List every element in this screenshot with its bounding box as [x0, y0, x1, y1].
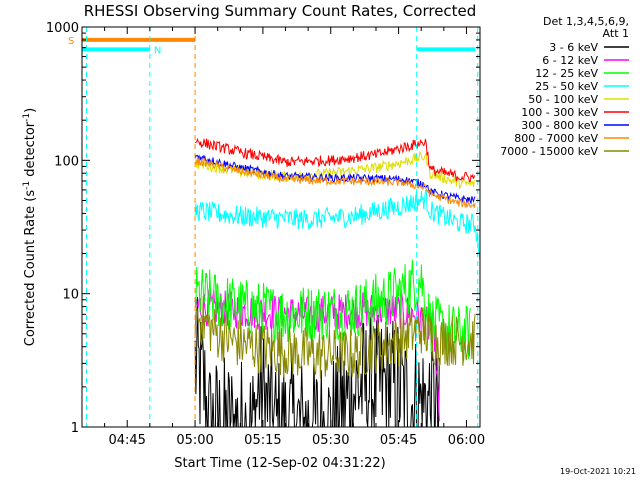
legend-label-0: 3 - 6 keV	[549, 41, 598, 54]
series-line-7	[194, 157, 476, 209]
plot-data	[194, 137, 481, 428]
y-tick-label: 10	[62, 288, 79, 303]
state-bar-label-0: S	[68, 36, 74, 47]
legend-label-1: 6 - 12 keV	[542, 54, 598, 67]
x-axis-ticks: 04:45 05:00 05:15 05:30 05:45 06:00	[81, 27, 485, 448]
legend-label-2: 12 - 25 keV	[535, 67, 598, 80]
chart-title: RHESSI Observing Summary Count Rates, Co…	[84, 2, 477, 20]
state-bar-label-1: N	[154, 45, 161, 56]
y-label-part3: )	[23, 108, 38, 113]
series-line-5	[194, 137, 476, 183]
series-line-2	[194, 259, 471, 361]
y-tick-label: 1	[71, 421, 79, 436]
y-label-sup2: -1	[22, 113, 32, 122]
timestamp: 19-Oct-2021 10:21	[560, 467, 636, 476]
series-line-1	[194, 289, 440, 422]
legend-label-5: 100 - 300 keV	[521, 106, 598, 119]
x-tick-label: 06:00	[448, 433, 485, 448]
legend-label-6: 300 - 800 keV	[521, 119, 598, 132]
y-label-part2: detector	[23, 121, 38, 181]
x-tick-label: 05:00	[176, 433, 213, 448]
plot-frame	[81, 26, 481, 428]
x-tick-label: 05:30	[312, 433, 349, 448]
x-tick-label: 05:45	[380, 433, 417, 448]
y-tick-label: 100	[54, 154, 79, 169]
y-tick-label: 1000	[46, 21, 79, 36]
x-axis-label: Start Time (12-Sep-02 04:31:22)	[174, 456, 385, 471]
series-line-0	[194, 296, 440, 428]
y-axis-ticks: 1 10 100 1000	[46, 21, 480, 436]
y-label-sup1: -1	[22, 181, 32, 190]
legend-label-8: 7000 - 15000 keV	[500, 145, 598, 158]
legend-label-3: 25 - 50 keV	[535, 80, 598, 93]
legend-header-1: Det 1,3,4,5,6,9,	[543, 15, 629, 28]
y-axis-label: Corrected Count Rate (s-1 detector-1)	[22, 108, 38, 346]
series-line-3	[194, 189, 481, 262]
series-line-8	[194, 296, 476, 379]
legend-label-7: 800 - 7000 keV	[514, 132, 598, 145]
legend-header-2: Att 1	[603, 27, 629, 40]
y-label-part1: Corrected Count Rate (s	[23, 190, 38, 347]
legend-label-4: 50 - 100 keV	[528, 93, 598, 106]
x-tick-label: 05:15	[244, 433, 281, 448]
overlays: SN	[68, 27, 479, 427]
x-tick-label: 04:45	[108, 433, 145, 448]
